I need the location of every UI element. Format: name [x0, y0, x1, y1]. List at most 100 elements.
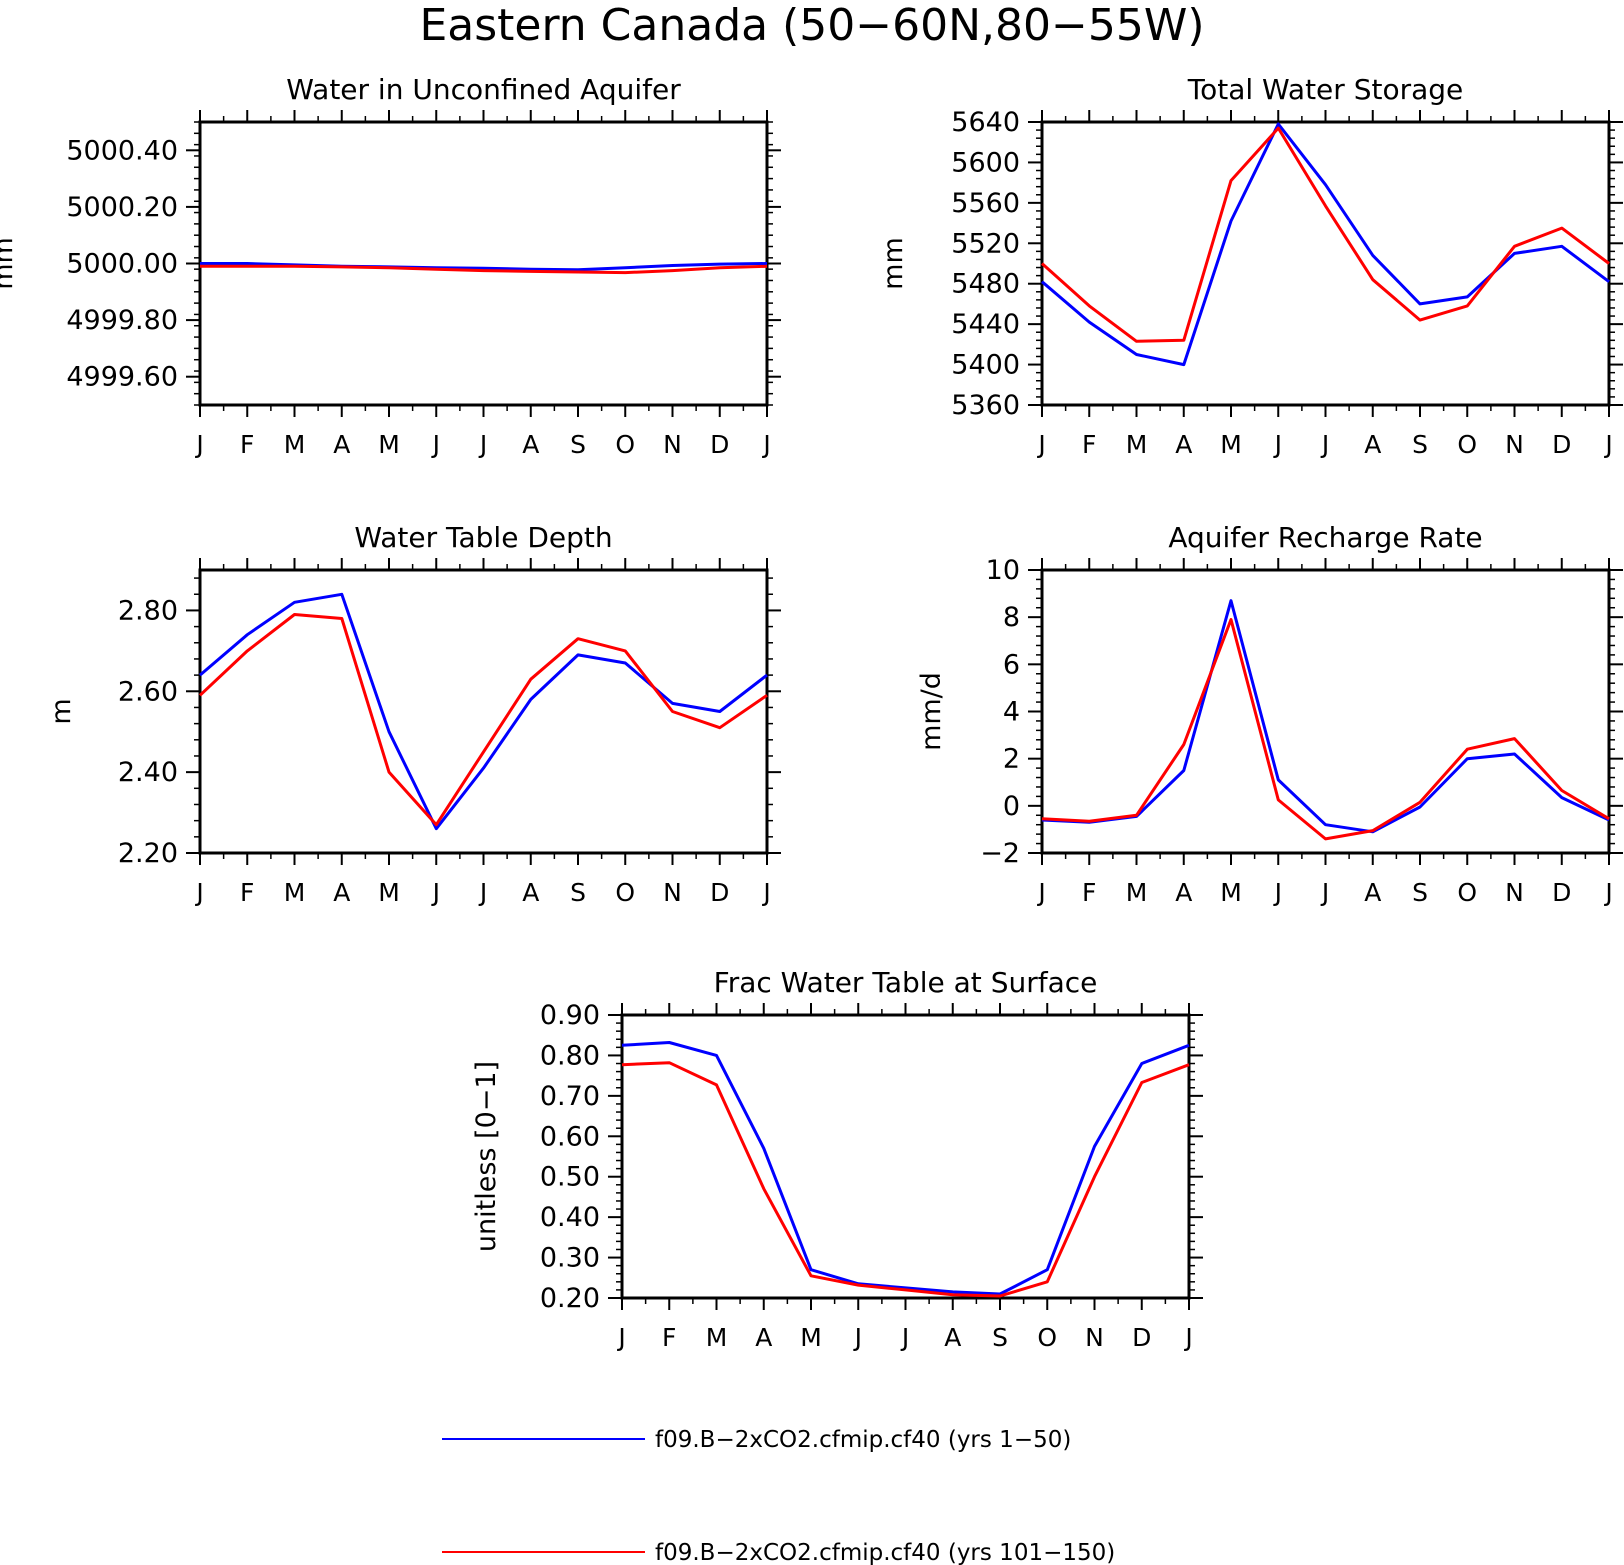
y-tick-label: 5560	[951, 188, 1020, 219]
x-tick-label: F	[1082, 878, 1096, 907]
x-tick-label: F	[662, 1323, 676, 1352]
series-line-blue	[621, 1041, 1190, 1296]
legend-label-blue: f09.B−2xCO2.cfmip.cf40 (yrs 1−50)	[655, 1427, 1071, 1453]
y-tick-label: 5000.20	[66, 192, 178, 223]
x-tick-label: M	[1126, 430, 1148, 459]
y-tick-label: 0.60	[540, 1121, 600, 1152]
y-tick-label: 6	[1003, 649, 1020, 680]
x-tick-label: J	[1320, 878, 1329, 907]
x-tick-label: M	[1220, 430, 1242, 459]
panel-title: Total Water Storage	[1187, 73, 1464, 106]
series-line-blue	[199, 592, 768, 831]
x-tick-label: M	[378, 878, 400, 907]
y-tick-label: 5000.40	[66, 135, 178, 166]
x-tick-label: A	[522, 878, 539, 907]
series-line-red	[1040, 126, 1610, 343]
x-tick-label: J	[900, 1323, 909, 1352]
series-line-red	[200, 264, 768, 275]
chart-panel-1: J F M A M J J A S O N D J4999.604999.805000.005000.2…	[0, 73, 781, 459]
x-tick-label: J	[616, 1323, 625, 1352]
series-line-red	[198, 613, 768, 827]
series-line-red	[621, 1061, 1190, 1298]
x-tick-label: J	[1183, 1323, 1192, 1352]
x-tick-label: A	[333, 430, 350, 459]
panel-title: Water in Unconfined Aquifer	[286, 73, 681, 106]
x-tick-label: J	[853, 1323, 862, 1352]
x-tick-label: S	[1412, 878, 1428, 907]
x-tick-label: O	[1457, 878, 1477, 907]
y-tick-label: 0.30	[540, 1243, 600, 1274]
x-tick-label: J	[478, 430, 487, 459]
x-tick-label: N	[663, 878, 682, 907]
x-tick-label: N	[1085, 1323, 1104, 1352]
x-tick-label: A	[1364, 430, 1381, 459]
y-tick-label: 2.20	[118, 838, 178, 869]
y-tick-label: 2.80	[118, 595, 178, 626]
y-axis-label: unitless [0−1]	[471, 1061, 502, 1252]
x-tick-label: A	[944, 1323, 961, 1352]
y-tick-label: 2.60	[118, 676, 178, 707]
series-line-blue	[1041, 599, 1610, 834]
plot-frame	[198, 568, 769, 855]
panel-title: Aquifer Recharge Rate	[1168, 521, 1482, 554]
x-tick-label: M	[706, 1323, 728, 1352]
x-tick-label: O	[615, 430, 635, 459]
y-axis-label: mm	[878, 237, 909, 290]
x-tick-label: J	[1036, 430, 1045, 459]
chart-panel-2: J F M A M J J A S O N D J536054005440548055205560560…	[878, 73, 1623, 459]
x-tick-label: J	[1320, 430, 1329, 459]
y-tick-label: 5520	[951, 228, 1020, 259]
y-tick-label: 5600	[951, 147, 1020, 178]
x-tick-label: N	[1505, 430, 1524, 459]
y-tick-label: 2.40	[118, 757, 178, 788]
x-tick-label: A	[1364, 878, 1381, 907]
x-tick-label: D	[1132, 1323, 1151, 1352]
y-tick-label: 4999.60	[66, 362, 178, 393]
y-tick-label: 0.40	[540, 1202, 600, 1233]
x-tick-label: S	[570, 878, 586, 907]
x-tick-label: O	[1037, 1323, 1057, 1352]
x-tick-label: N	[1505, 878, 1524, 907]
x-tick-label: F	[240, 878, 254, 907]
y-tick-label: 10	[986, 555, 1020, 586]
y-tick-label: 5400	[951, 350, 1020, 381]
x-tick-label: J	[431, 878, 440, 907]
legend: f09.B−2xCO2.cfmip.cf40 (yrs 1−50) f09.B−…	[442, 1427, 1115, 1565]
x-tick-label: D	[710, 878, 729, 907]
y-tick-label: 0	[1003, 791, 1020, 822]
x-tick-label: J	[478, 878, 487, 907]
x-tick-label: D	[1552, 878, 1571, 907]
x-tick-label: S	[1412, 430, 1428, 459]
y-tick-label: 5000.00	[66, 249, 178, 280]
x-tick-label: A	[333, 878, 350, 907]
x-tick-label: O	[1457, 430, 1477, 459]
x-tick-label: J	[1603, 430, 1612, 459]
legend-label-red: f09.B−2xCO2.cfmip.cf40 (yrs 101−150)	[655, 1540, 1115, 1565]
series-line-blue	[1041, 122, 1610, 367]
y-tick-label: 4999.80	[66, 305, 178, 336]
x-tick-label: J	[1273, 430, 1282, 459]
panel-title: Frac Water Table at Surface	[714, 966, 1098, 999]
x-tick-label: A	[522, 430, 539, 459]
y-tick-label: 0.50	[540, 1162, 600, 1193]
x-tick-label: M	[378, 430, 400, 459]
y-tick-label: 5640	[951, 107, 1020, 138]
y-tick-label: −2	[980, 838, 1020, 869]
x-tick-label: F	[1082, 430, 1096, 459]
x-tick-label: J	[1603, 878, 1612, 907]
x-tick-label: J	[194, 878, 203, 907]
figure-title: Eastern Canada (50−60N,80−55W)	[419, 0, 1204, 51]
y-axis-label: mm/d	[916, 672, 947, 751]
x-tick-label: J	[761, 878, 770, 907]
x-tick-label: O	[615, 878, 635, 907]
x-tick-label: S	[570, 430, 586, 459]
x-tick-label: N	[663, 430, 682, 459]
x-tick-label: A	[1175, 878, 1192, 907]
x-tick-label: J	[1273, 878, 1282, 907]
x-tick-label: M	[1220, 878, 1242, 907]
x-tick-label: J	[431, 430, 440, 459]
x-tick-label: A	[1175, 430, 1192, 459]
